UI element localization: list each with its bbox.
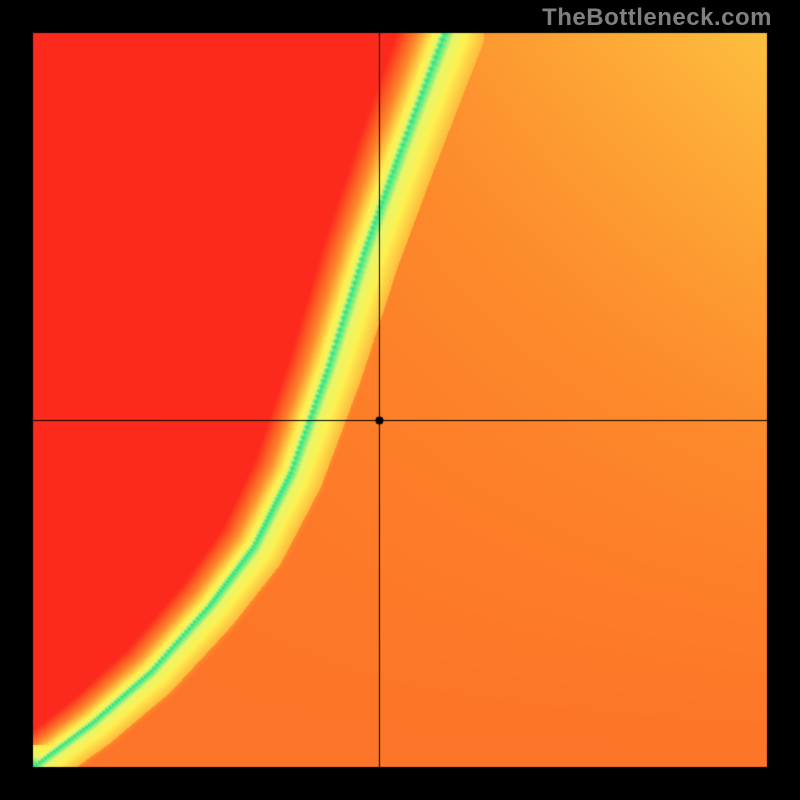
heatmap-chart <box>0 0 800 800</box>
watermark-text: TheBottleneck.com <box>542 4 772 32</box>
